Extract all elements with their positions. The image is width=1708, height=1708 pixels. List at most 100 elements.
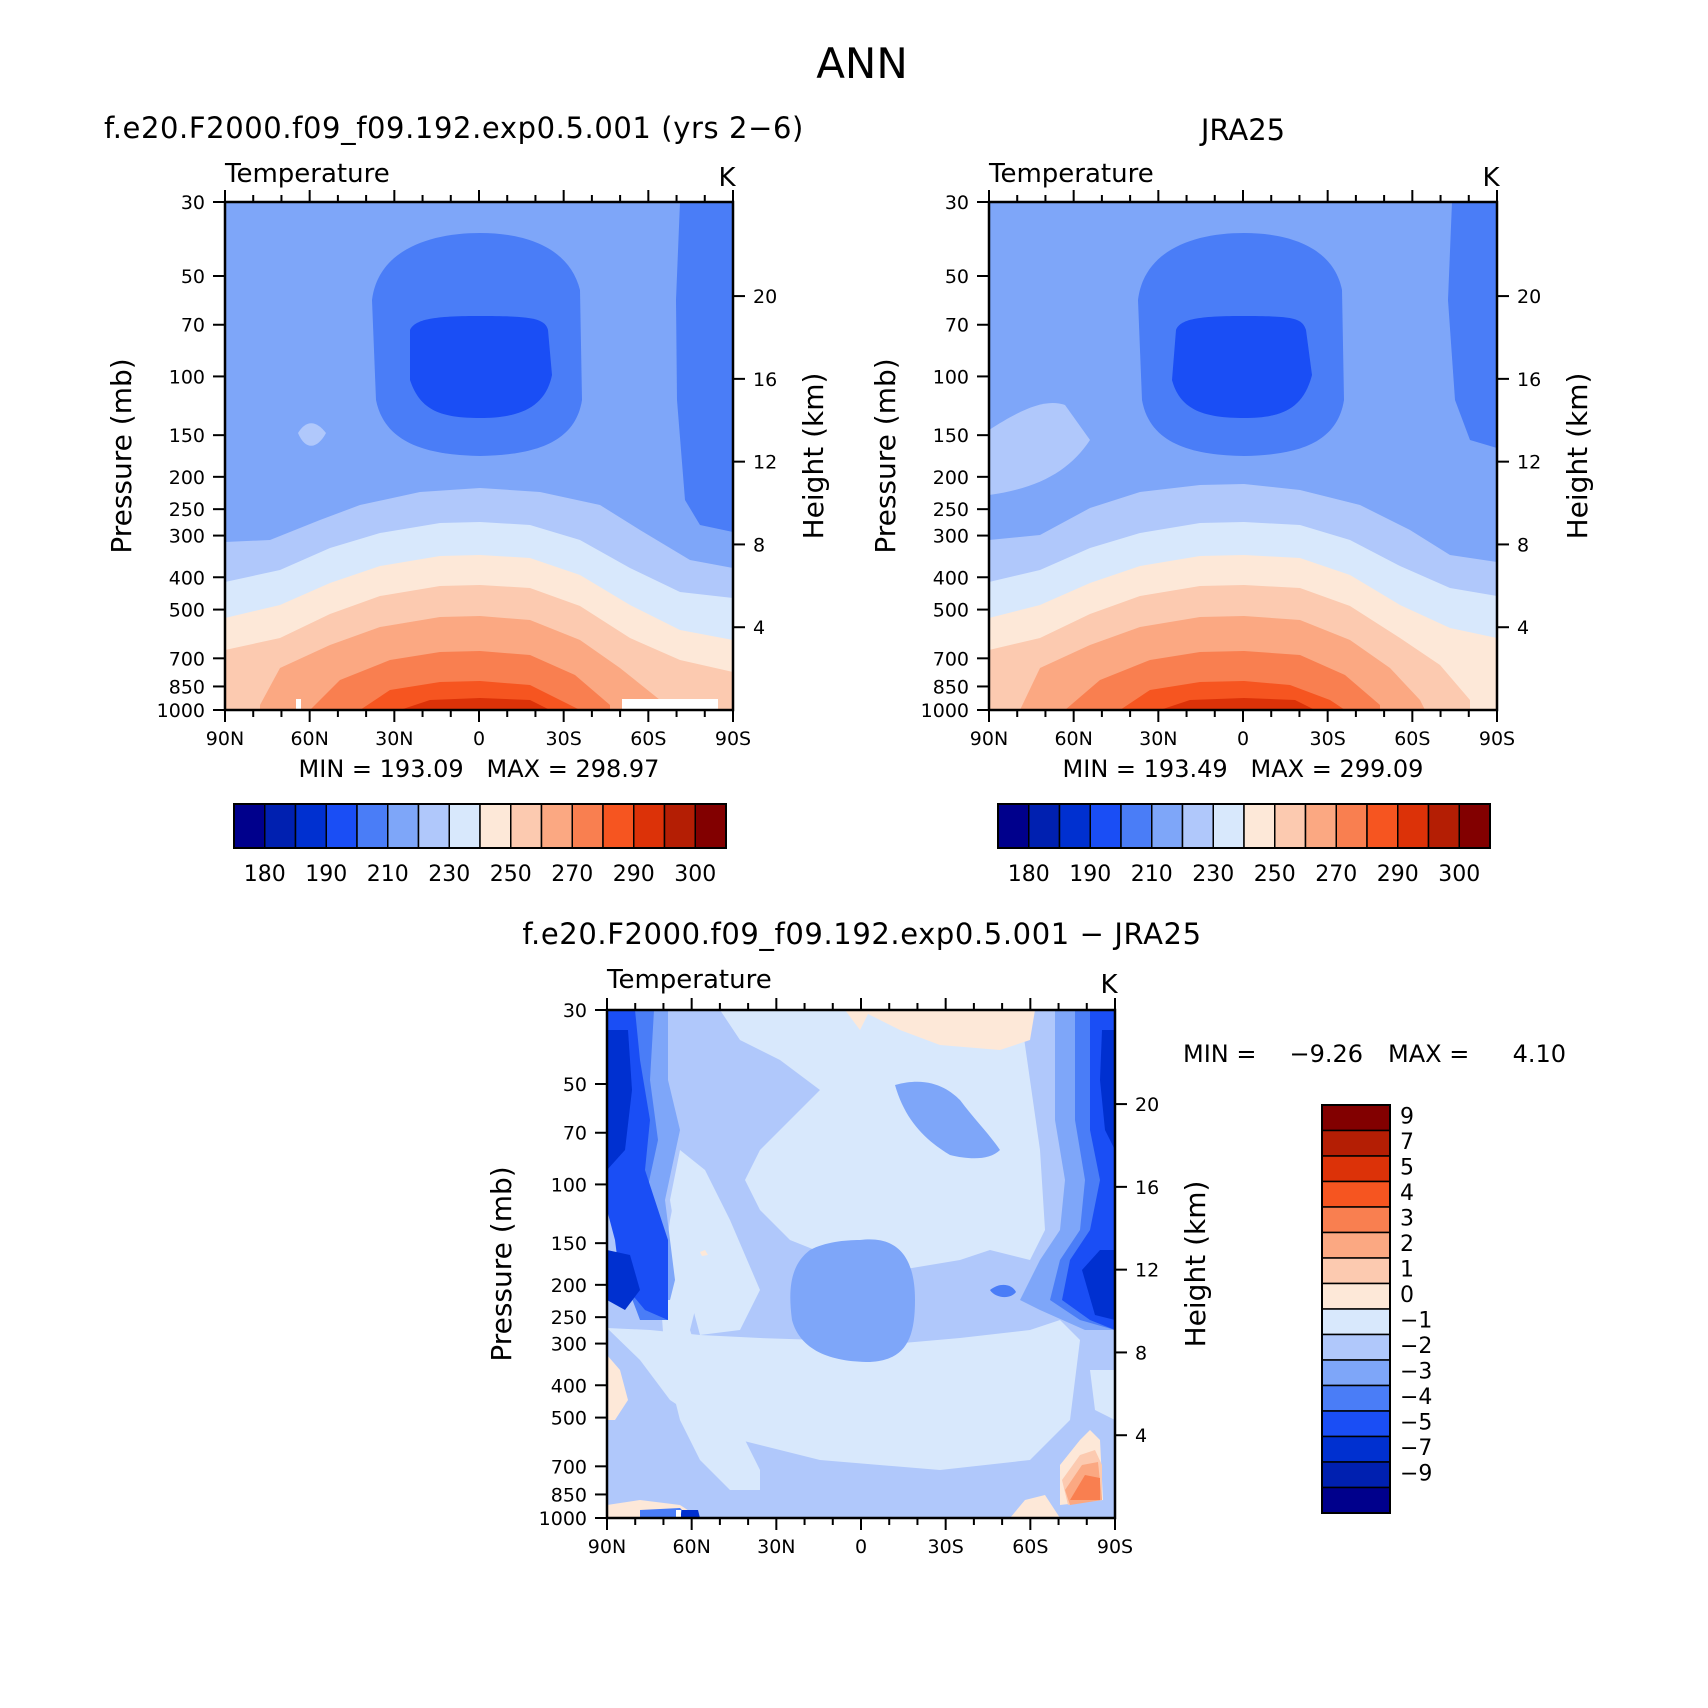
- colorbar-swatch: [1321, 1180, 1391, 1208]
- y-tick-label: 250: [933, 499, 969, 521]
- panel-obs-ylabel-right: Height (km): [1561, 373, 1594, 540]
- colorbar-swatch: [1321, 1435, 1391, 1463]
- panel-model-title: f.e20.F2000.f09_f09.192.exp0.5.001 (yrs …: [104, 111, 804, 145]
- colorbar-swatch: [1321, 1308, 1391, 1336]
- colorbar-frame: [233, 803, 727, 849]
- y-tick-label: 500: [933, 600, 969, 622]
- colorbar-swatch: [997, 803, 1030, 849]
- contour-band: [720, 1010, 1045, 1270]
- panel-model-variable: Temperature: [224, 159, 390, 189]
- contour-band: [298, 423, 326, 446]
- y-tick-label: 50: [945, 266, 969, 288]
- panel-diff: f.e20.F2000.f09_f09.192.exp0.5.001 − JRA…: [485, 917, 1566, 1558]
- colorbar-swatch: [1321, 1359, 1391, 1387]
- contour-band: [1172, 316, 1312, 418]
- colorbar-label: 7: [1400, 1130, 1414, 1155]
- x-tick-label: 90S: [1479, 728, 1515, 750]
- colorbar-frame: [1321, 1104, 1391, 1514]
- panel-model-contour-field: [225, 202, 733, 710]
- contour-band: [607, 1030, 632, 1170]
- colorbar-label: 210: [367, 862, 409, 887]
- colorbar-label: 250: [490, 862, 532, 887]
- colorbar-swatch: [1181, 803, 1214, 849]
- y-tick-label: 100: [551, 1174, 587, 1196]
- contour-band: [700, 1250, 708, 1256]
- colorbar-label: −1: [1400, 1309, 1432, 1334]
- colorbar-label: 3: [1400, 1207, 1414, 1232]
- x-tick-label: 0: [473, 728, 485, 750]
- panel-model-colorbar: 180 190 210 230 250 270 290 300: [233, 803, 727, 887]
- y-tick-label: 1000: [157, 700, 205, 722]
- colorbar-label: 230: [1192, 862, 1234, 887]
- panel-model-units: K: [718, 163, 736, 193]
- y-right-tick-label: 8: [1135, 1342, 1147, 1364]
- y-tick-label: 400: [933, 567, 969, 589]
- colorbar-label: −3: [1400, 1360, 1432, 1385]
- colorbar-label: 290: [613, 862, 655, 887]
- colorbar-swatch: [1321, 1104, 1391, 1132]
- colorbar-swatch: [1458, 803, 1491, 849]
- y-tick-label: 700: [551, 1456, 587, 1478]
- y-tick-label: 150: [169, 425, 205, 447]
- y-tick-label: 400: [551, 1375, 587, 1397]
- colorbar-label: 290: [1377, 862, 1419, 887]
- contour-band: [895, 1081, 1000, 1159]
- y-right-tick-label: 16: [1517, 369, 1541, 391]
- colorbar-swatch: [1321, 1486, 1391, 1514]
- missing-data: [676, 1510, 681, 1518]
- figure-title: ANN: [816, 39, 908, 88]
- y-right-tick-label: 8: [1517, 534, 1529, 556]
- y-tick-label: 200: [169, 467, 205, 489]
- x-tick-label: 30S: [928, 1536, 964, 1558]
- colorbar-label: −7: [1400, 1436, 1432, 1461]
- x-tick-label: 60N: [672, 1536, 710, 1558]
- panel-obs-units: K: [1482, 163, 1500, 193]
- y-right-tick-label: 20: [1135, 1094, 1159, 1116]
- contour-band: [790, 1239, 915, 1362]
- colorbar-swatch: [1335, 803, 1368, 849]
- y-tick-label: 500: [551, 1408, 587, 1430]
- colorbar-label: 210: [1131, 862, 1173, 887]
- panel-obs-colorbar: 180 190 210 230 250 270 290 300: [997, 803, 1491, 887]
- colorbar-swatch: [417, 803, 450, 849]
- colorbar-swatch: [1321, 1461, 1391, 1489]
- colorbar-swatch: [448, 803, 481, 849]
- colorbar-swatch: [602, 803, 635, 849]
- y-tick-label: 30: [563, 1000, 587, 1022]
- colorbar-swatch: [1321, 1129, 1391, 1157]
- colorbar-label: −5: [1400, 1411, 1432, 1436]
- contour-band: [845, 1010, 870, 1030]
- colorbar-swatch: [1243, 803, 1276, 849]
- x-tick-label: 30S: [546, 728, 582, 750]
- panel-obs: JRA25 Temperature K 30507010015020025030…: [869, 113, 1594, 887]
- contour-band: [1448, 202, 1497, 448]
- y-right-tick-label: 4: [1135, 1425, 1147, 1447]
- x-tick-label: 90N: [970, 728, 1008, 750]
- y-tick-label: 300: [933, 526, 969, 548]
- colorbar-swatch: [264, 803, 297, 849]
- colorbar-label: 180: [1008, 862, 1050, 887]
- contour-band: [410, 316, 552, 418]
- contour-band: [400, 698, 550, 710]
- contour-band: [1070, 1475, 1100, 1500]
- colorbar-swatch: [1321, 1384, 1391, 1412]
- colorbar-swatch: [1321, 1231, 1391, 1259]
- colorbar-swatch: [1151, 803, 1184, 849]
- colorbar-swatch: [356, 803, 389, 849]
- colorbar-swatch: [325, 803, 358, 849]
- y-tick-label: 50: [563, 1074, 587, 1096]
- colorbar-swatch: [1321, 1257, 1391, 1285]
- contour-band: [676, 202, 733, 532]
- y-tick-label: 70: [945, 315, 969, 337]
- x-tick-label: 30N: [757, 1536, 795, 1558]
- y-tick-label: 50: [181, 266, 205, 288]
- colorbar-swatch: [1028, 803, 1061, 849]
- y-tick-label: 1000: [539, 1508, 587, 1530]
- contour-band: [607, 1355, 628, 1420]
- panel-diff-max-label: MAX =: [1388, 1040, 1469, 1068]
- panel-diff-min-label: MIN =: [1183, 1040, 1256, 1068]
- x-tick-label: 90N: [206, 728, 244, 750]
- y-right-tick-label: 16: [1135, 1177, 1159, 1199]
